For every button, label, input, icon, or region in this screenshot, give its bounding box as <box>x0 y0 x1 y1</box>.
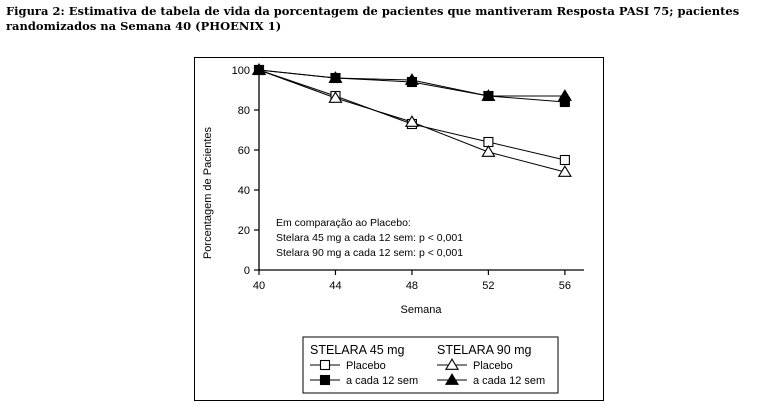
figure-caption: Figura 2: Estimativa de tabela de vida d… <box>6 4 740 33</box>
data-point-90-placebo-week-44 <box>328 91 343 103</box>
legend-label-90-q12w: a cada 12 sem <box>473 375 545 387</box>
x-tick-label-44: 44 <box>329 280 341 292</box>
x-tick-label-52: 52 <box>482 280 494 292</box>
y-tick-label-80: 80 <box>238 105 250 117</box>
data-point-90-q12w-week-48 <box>404 73 420 85</box>
legend-group-header-90: STELARA 90 mg <box>437 343 532 357</box>
y-tick-label-100: 100 <box>232 65 250 77</box>
data-point-45-placebo-week-56 <box>559 154 570 166</box>
annotation-header: Em comparação ao Placebo: <box>276 217 411 229</box>
y-tick-label-0: 0 <box>244 265 250 277</box>
legend-marker-45-placebo <box>319 359 331 371</box>
data-point-90-q12w-week-44 <box>328 71 343 83</box>
legend-box <box>302 336 559 394</box>
series-markers <box>251 63 572 177</box>
data-point-90-placebo-week-52 <box>481 145 496 157</box>
legend-label-90-placebo: Placebo <box>473 360 513 372</box>
plot-axes <box>258 70 584 271</box>
data-point-90-placebo-week-56 <box>557 165 572 177</box>
legend-marker-90-placebo <box>444 358 460 370</box>
y-tick-label-20: 20 <box>238 225 250 237</box>
x-tick-label-48: 48 <box>406 280 418 292</box>
figure-frame <box>194 57 604 401</box>
data-point-90-q12w-week-52 <box>481 89 496 101</box>
legend-items: Placebo a cada 12 sem Placebo a cada 12 sem <box>310 358 545 387</box>
annotation-90mg: Stelara 90 mg a cada 12 sem: p < 0,001 <box>276 247 463 259</box>
y-axis-label: Porcentagem de Pacientes <box>202 126 214 259</box>
x-tick-label-40: 40 <box>253 280 265 292</box>
annotation-45mg: Stelara 45 mg a cada 12 sem: p < 0,001 <box>276 232 463 244</box>
data-point-90-q12w-week-56 <box>557 89 572 101</box>
data-point-90-q12w-week-40 <box>251 63 267 75</box>
x-axis-label: Semana <box>401 304 443 316</box>
y-tick-label-60: 60 <box>238 145 250 157</box>
y-tick-label-40: 40 <box>238 185 250 197</box>
data-point-90-placebo-week-48 <box>404 115 420 127</box>
legend-marker-90-q12w <box>444 373 460 385</box>
x-tick-label-56: 56 <box>559 280 571 292</box>
legend-marker-45-q12w <box>319 374 331 386</box>
legend-label-45-placebo: Placebo <box>346 360 386 372</box>
legend-group-header-45: STELARA 45 mg <box>310 343 405 357</box>
legend-label-45-q12w: a cada 12 sem <box>346 375 418 387</box>
axis-ticks: 0 20 40 60 80 100 40 44 48 52 56 <box>232 65 571 292</box>
